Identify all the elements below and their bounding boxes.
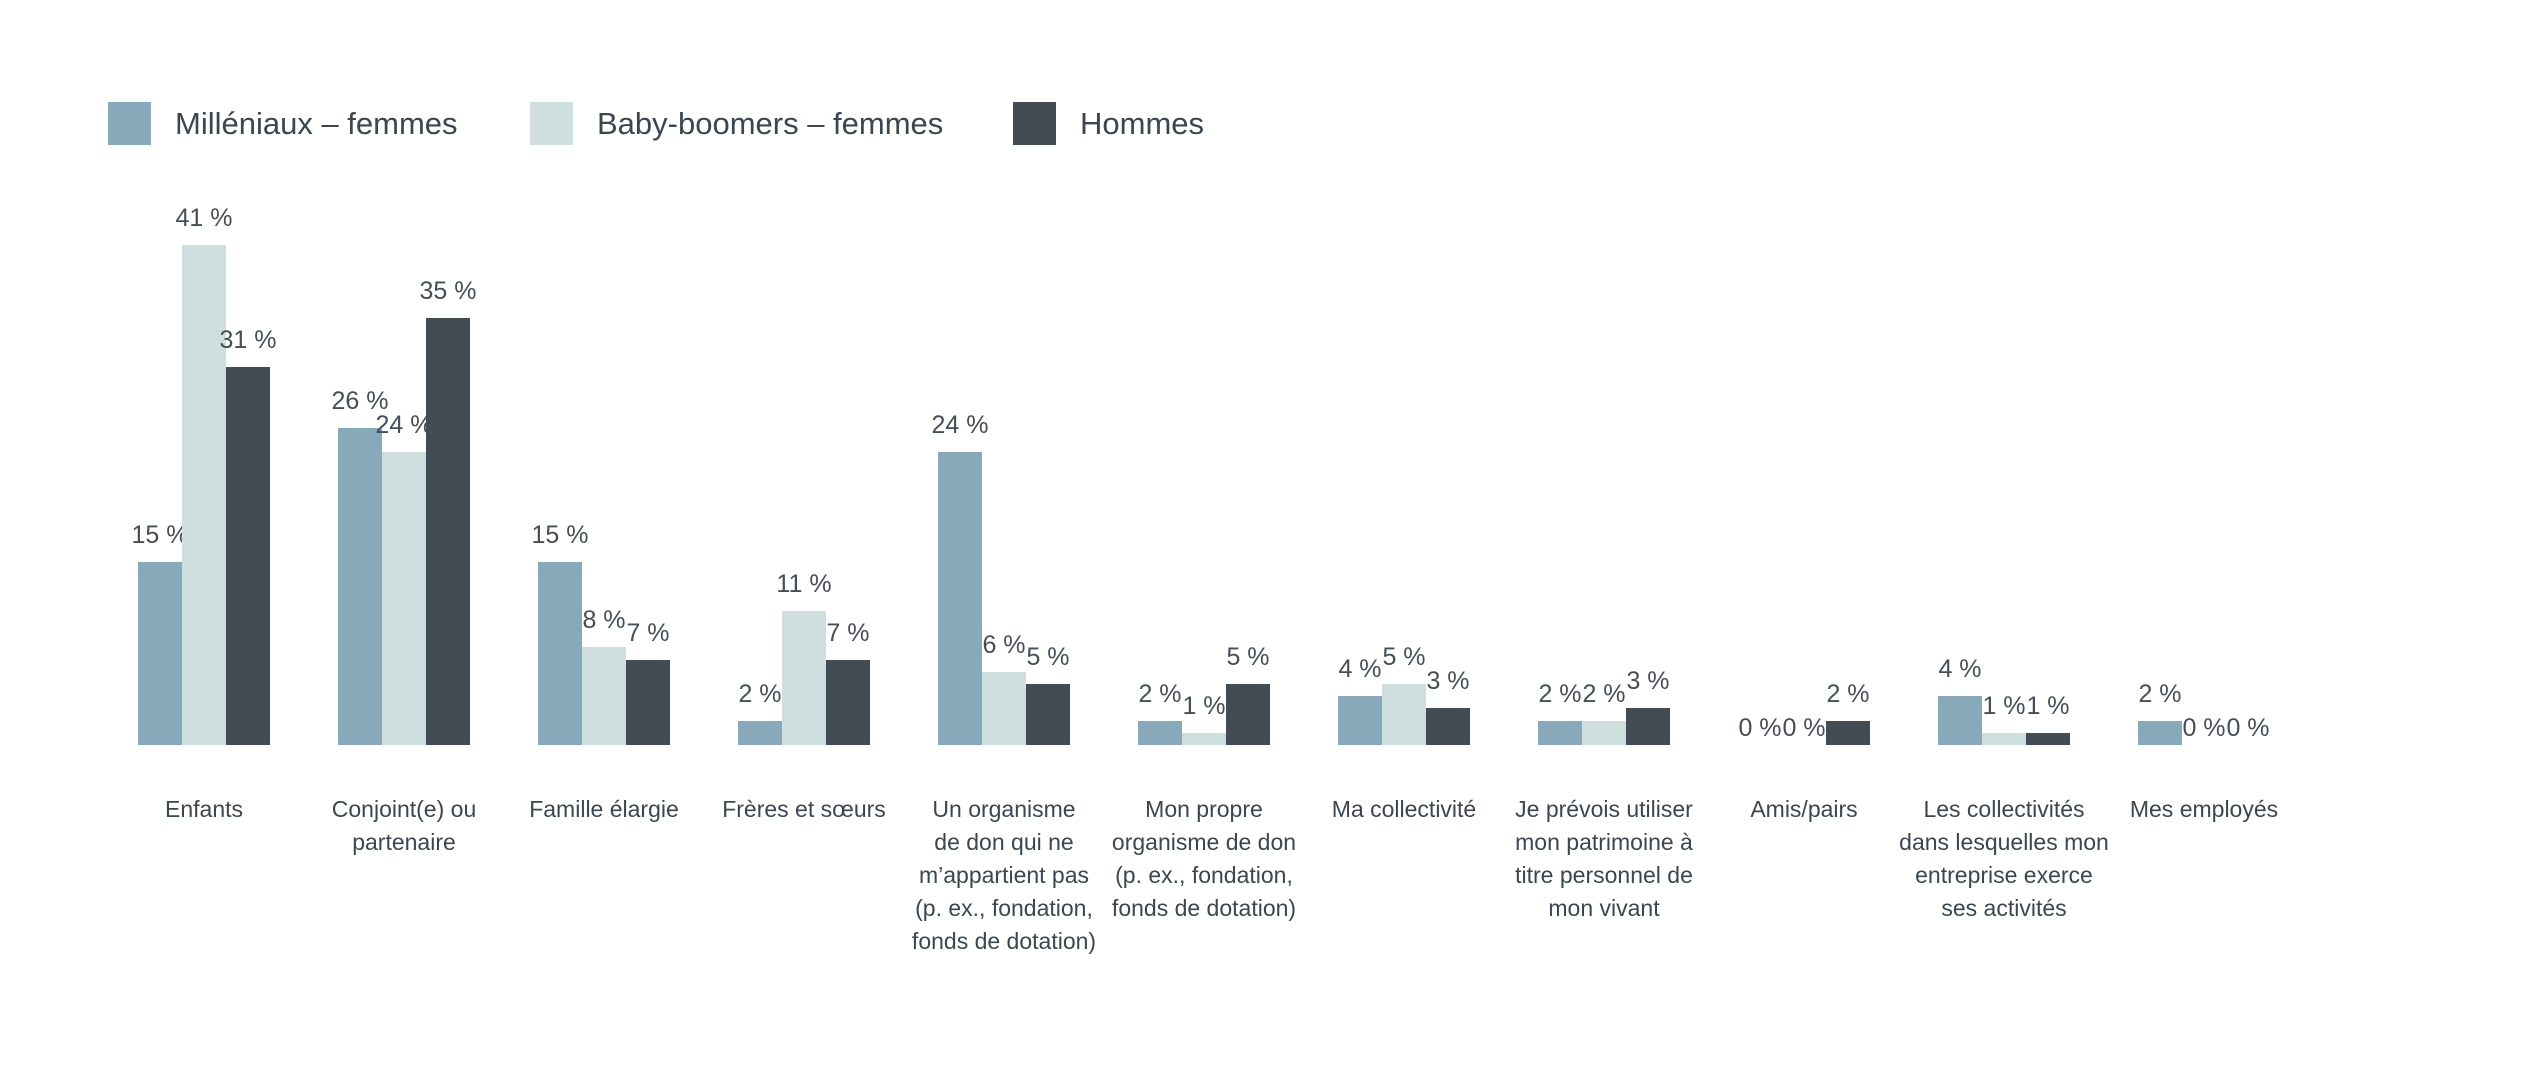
bar [1938, 696, 1982, 745]
bar [2026, 733, 2070, 745]
bar [1626, 708, 1670, 745]
value-label: 2 % [2138, 680, 2182, 708]
bar [426, 318, 470, 745]
bar [1138, 721, 1182, 745]
bar [338, 428, 382, 745]
category-label: Les collectivités dans lesquelles mon en… [1899, 796, 2109, 921]
bar [1826, 721, 1870, 745]
value-label: 11 % [776, 570, 832, 598]
value-label: 2 % [1582, 680, 1626, 708]
value-label: 2 % [738, 680, 782, 708]
value-label: 26 % [331, 387, 389, 415]
bar [182, 245, 226, 745]
legend-label: Hommes [1080, 105, 1205, 141]
value-label: 2 % [1538, 680, 1582, 708]
value-label: 7 % [626, 619, 670, 647]
value-label: 2 % [1138, 680, 1182, 708]
value-label: 6 % [982, 631, 1026, 659]
value-label: 5 % [1226, 643, 1270, 671]
value-label: 4 % [1938, 655, 1982, 683]
legend-label: Baby-boomers – femmes [597, 105, 944, 141]
value-label: 5 % [1026, 643, 1070, 671]
value-label: 24 % [931, 411, 989, 439]
bar [982, 672, 1026, 745]
category-label: Famille élargie [529, 796, 679, 822]
bar [1538, 721, 1582, 745]
bar [1226, 684, 1270, 745]
bar [226, 367, 270, 745]
value-label: 5 % [1382, 643, 1426, 671]
value-label: 0 % [2226, 714, 2270, 742]
category-label: Amis/pairs [1750, 796, 1858, 822]
bar [138, 562, 182, 745]
bar [1182, 733, 1226, 745]
value-label: 31 % [219, 326, 277, 354]
value-label: 41 % [175, 204, 233, 232]
bar [1382, 684, 1426, 745]
value-label: 35 % [419, 277, 477, 305]
bar [626, 660, 670, 745]
bar [382, 452, 426, 745]
bar [938, 452, 982, 745]
legend-label: Milléniaux – femmes [175, 105, 458, 141]
category-label: Je prévois utiliser mon patrimoine à tit… [1515, 796, 1693, 921]
value-label: 0 % [1782, 714, 1826, 742]
category-label: Mes employés [2129, 796, 2279, 822]
value-label: 3 % [1626, 667, 1670, 695]
category-label: Frères et sœurs [722, 796, 886, 822]
bar [582, 647, 626, 745]
category-label: Ma collectivité [1331, 796, 1477, 822]
value-label: 1 % [1982, 692, 2026, 720]
bar [1426, 708, 1470, 745]
bar [782, 611, 826, 745]
value-label: 1 % [1182, 692, 1226, 720]
bar [826, 660, 870, 745]
value-label: 8 % [582, 606, 626, 634]
category-label: Enfants [165, 796, 243, 822]
bar [1982, 733, 2026, 745]
value-label: 0 % [1738, 714, 1782, 742]
value-label: 7 % [826, 619, 870, 647]
bar [1582, 721, 1626, 745]
legend-item-hommes: Hommes [1013, 102, 1204, 145]
legend-swatch-hommes [1013, 102, 1056, 145]
legend-item-baby-boomers-femmes: Baby-boomers – femmes [530, 102, 943, 145]
bar [1026, 684, 1070, 745]
category-label: Un organisme de don qui ne m’appartient … [911, 796, 1097, 954]
value-label: 0 % [2182, 714, 2226, 742]
bar [2138, 721, 2182, 745]
legend-swatch-milleniaux-femmes [108, 102, 151, 145]
bar [1338, 696, 1382, 745]
legend-item-milleniaux-femmes: Milléniaux – femmes [108, 102, 458, 145]
value-label: 4 % [1338, 655, 1382, 683]
value-label: 2 % [1826, 680, 1870, 708]
category-label: Conjoint(e) ou partenaire [331, 796, 477, 855]
value-label: 1 % [2026, 692, 2070, 720]
bar [538, 562, 582, 745]
category-label: Mon propre organisme de don (p. ex., fon… [1111, 796, 1297, 921]
value-label: 15 % [131, 521, 189, 549]
value-label: 15 % [531, 521, 589, 549]
value-label: 24 % [375, 411, 433, 439]
legend-swatch-baby-boomers-femmes [530, 102, 573, 145]
value-label: 3 % [1426, 667, 1470, 695]
bar [738, 721, 782, 745]
